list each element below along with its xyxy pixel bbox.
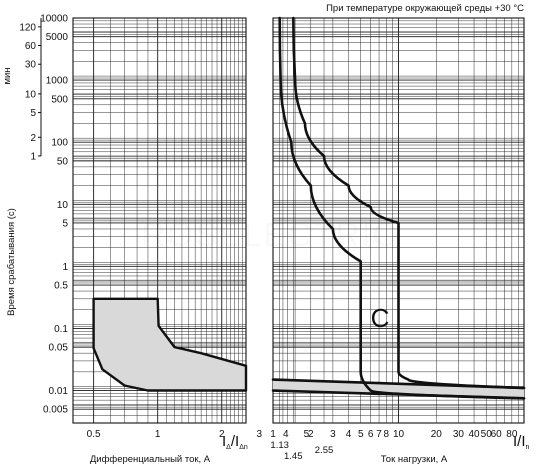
x-tick-label: 6 — [368, 429, 374, 440]
x-tick-label: 40 — [468, 429, 480, 440]
y-tick-label: 50 — [57, 156, 69, 167]
minutes-tick-label: 1 — [30, 151, 36, 162]
y-tick-label: 500 — [51, 94, 68, 105]
curve-layer — [92, 16, 526, 400]
y-tick-label: 0.5 — [54, 281, 68, 292]
instant-band-upper-edge — [271, 378, 526, 390]
x-tick-label: 3 — [330, 429, 336, 440]
y-tick-label: 5000 — [46, 32, 69, 43]
minutes-tick-label: 2 — [30, 133, 36, 144]
y-tick-label: 10 — [57, 200, 69, 211]
label-layer: 10000 5000 1000 500 100 50 10 5 1 0.5 0.1 0.05 0.01 0… — [2, 3, 530, 465]
y-tick-label: 0.1 — [54, 324, 68, 335]
x-tick-label: 1 — [270, 429, 276, 440]
x-tick-label: 5 — [304, 429, 310, 440]
breaker-instant-band — [273, 379, 524, 399]
x-extra-tick-label: 2.55 — [315, 445, 334, 456]
temperature-note: При температуре окружающей среды +30 °С — [326, 3, 524, 14]
watermark-text: ROSELECTRIC — [142, 216, 399, 253]
x-tick-label: 3 — [256, 429, 262, 440]
x-extra-tick-label: 1.45 — [284, 451, 303, 462]
y-tick-label: 0.05 — [49, 343, 69, 354]
x-tick-label: 10 — [393, 429, 405, 440]
rcd-x-axis-title: Дифференциальный ток, А — [90, 454, 211, 465]
y-axis-title: Время срабатывания (с) — [6, 208, 17, 316]
x-tick-label: 0.5 — [87, 429, 101, 440]
y-tick-label: 100 — [51, 138, 68, 149]
breaker-chart-frame — [272, 17, 525, 424]
x-tick-label: 50 — [481, 429, 493, 440]
curve-c-upper-limit — [292, 16, 526, 390]
y-tick-label: 10000 — [40, 14, 68, 25]
x-tick-label: 2 — [219, 429, 225, 440]
minutes-tick-label: 30 — [25, 60, 37, 71]
x-tick-label: 2 — [308, 429, 314, 440]
instant-band-lower-edge — [271, 389, 526, 400]
breaker-x-axis-title: Ток нагрузки, А — [381, 454, 448, 465]
x-tick-label: 4 — [346, 429, 352, 440]
minutes-tick-label: 60 — [25, 41, 37, 52]
y-tick-label: 0.005 — [43, 405, 68, 416]
y-tick-label: 0.01 — [49, 386, 69, 397]
rcd-trip-band — [92, 297, 248, 392]
minutes-tick-label: 5 — [30, 108, 36, 119]
breaker-ratio-label: I/In — [513, 433, 530, 451]
x-tick-label: 7 — [376, 429, 382, 440]
minutes-unit-label: мин — [2, 67, 13, 84]
rcd-ratio-label: IΔ/IΔn — [222, 433, 248, 451]
x-extra-tick-label: 1.13 — [270, 440, 289, 451]
x-tick-label: 20 — [431, 429, 443, 440]
x-tick-label: 8 — [384, 429, 390, 440]
y-tick-label: 1 — [62, 262, 68, 273]
x-tick-label: 30 — [453, 429, 465, 440]
minutes-tick-label: 10 — [25, 89, 37, 100]
rcd-chart-frame — [72, 17, 247, 424]
x-tick-label: 60 — [491, 429, 503, 440]
y-tick-label: 5 — [62, 218, 68, 229]
curve-c-label: C — [371, 303, 390, 333]
x-tick-label: 4 — [283, 429, 289, 440]
minutes-tick-label: 120 — [19, 22, 36, 33]
curve-c-lower-limit — [278, 16, 526, 400]
y-tick-label: 1000 — [46, 76, 69, 87]
x-tick-label: 5 — [358, 429, 364, 440]
x-tick-label: 80 — [506, 429, 518, 440]
x-tick-label: 1 — [155, 429, 161, 440]
